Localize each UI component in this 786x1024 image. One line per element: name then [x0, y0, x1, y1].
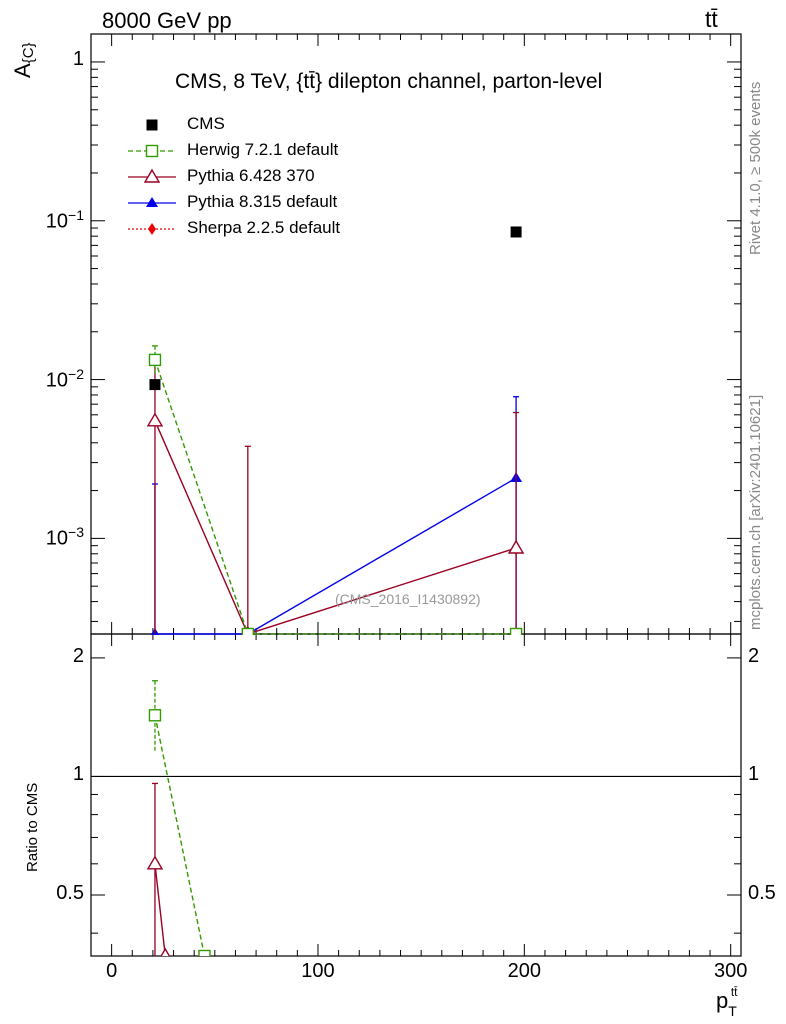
main-data-point [146, 412, 164, 427]
ratio-y-tick-label: 0.5 [56, 881, 84, 904]
legend-marker [145, 144, 159, 158]
rivet-label: Rivet 4.1.0, ≥ 500k events [747, 81, 764, 255]
mcplots-label: mcplots.cern.ch [arXiv:2401.10621] [747, 394, 764, 630]
y-tick-label: 10−2 [45, 365, 84, 392]
ratio-data-point [146, 855, 164, 870]
ratio-series-line [154, 715, 206, 956]
ratio-y-tick-label-right: 2 [748, 644, 760, 667]
main-series-line [154, 477, 517, 635]
main-data-point [148, 353, 162, 367]
legend-marker [143, 168, 161, 183]
legend-entry: Pythia 8.315 default [187, 192, 338, 211]
main-data-point [241, 627, 255, 635]
legend-marker [148, 223, 156, 235]
main-data-point [507, 539, 525, 554]
legend-entry: CMS [187, 114, 225, 133]
main-data-point [149, 379, 161, 391]
main-cms-group [149, 226, 522, 391]
main-herwig-group [148, 345, 523, 635]
legend-marker [146, 119, 158, 131]
ratio-y-tick-label-right: 1 [748, 763, 760, 786]
legend-entry: Sherpa 2.2.5 default [187, 218, 341, 237]
x-tick-label: 100 [301, 960, 335, 982]
ratio-data-point [198, 949, 211, 956]
ratio-pythia-group [146, 782, 171, 956]
legend-marker [146, 197, 158, 207]
header-right: tt̄ [705, 6, 718, 32]
ratio-herwig-group [148, 680, 211, 956]
header-left: 8000 GeV pp [102, 8, 232, 33]
x-tick-label: 0 [106, 960, 118, 982]
ratio-y-label: Ratio to CMS [24, 782, 41, 872]
ratio-data-point [148, 709, 162, 722]
ratio-y-tick-label-right: 0.5 [748, 881, 776, 904]
x-tick-label: 300 [713, 960, 748, 982]
x-tick-label: 200 [507, 960, 542, 982]
chart-title: CMS, 8 TeV, {tt̄} dilepton channel, part… [175, 70, 603, 93]
ratio-y-tick-label: 1 [72, 763, 84, 786]
y-tick-label: 10−1 [45, 206, 84, 233]
main-data-point [509, 627, 523, 635]
y-axis-label: A{C} [10, 42, 37, 78]
ratio-frame [90, 633, 742, 957]
ratio-y-tick-label: 2 [72, 644, 84, 667]
y-tick-label: 10−3 [45, 524, 84, 551]
ratio-series-line [154, 863, 166, 956]
x-axis-label: pTtt̄ [716, 985, 738, 1019]
legend-entry: Herwig 7.2.1 default [187, 140, 339, 159]
watermark: (CMS_2016_I1430892) [335, 591, 481, 607]
ratio-data-point [160, 947, 171, 956]
main-data-point [510, 226, 522, 238]
y-tick-label: 1 [72, 47, 84, 70]
legend-entry: Pythia 6.428 370 [187, 166, 315, 185]
